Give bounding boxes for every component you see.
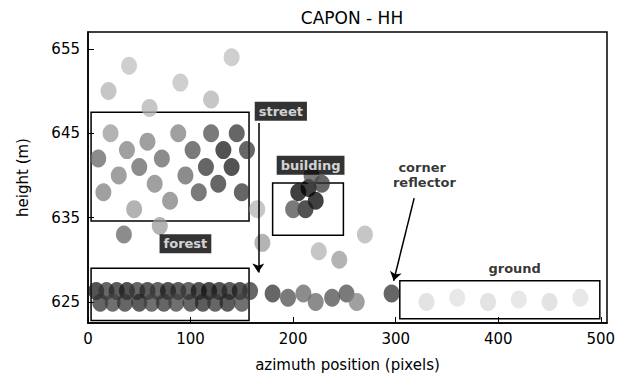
svg-text:655: 655 [51, 40, 80, 58]
svg-text:100: 100 [176, 330, 205, 348]
svg-text:625: 625 [51, 293, 80, 311]
svg-text:height (m): height (m) [14, 138, 32, 217]
svg-text:ground: ground [488, 261, 540, 276]
svg-text:building: building [281, 158, 341, 173]
svg-text:street: street [259, 104, 303, 119]
svg-text:azimuth position (pixels): azimuth position (pixels) [255, 356, 440, 374]
svg-text:400: 400 [484, 330, 513, 348]
svg-text:0: 0 [83, 330, 93, 348]
svg-text:635: 635 [51, 209, 80, 227]
svg-text:300: 300 [381, 330, 410, 348]
svg-text:645: 645 [51, 124, 80, 142]
svg-text:CAPON - HH: CAPON - HH [301, 8, 403, 28]
svg-text:corner: corner [398, 160, 450, 175]
svg-text:reflector: reflector [393, 175, 457, 190]
svg-text:500: 500 [587, 330, 616, 348]
svg-text:forest: forest [164, 236, 208, 251]
svg-text:200: 200 [279, 330, 308, 348]
